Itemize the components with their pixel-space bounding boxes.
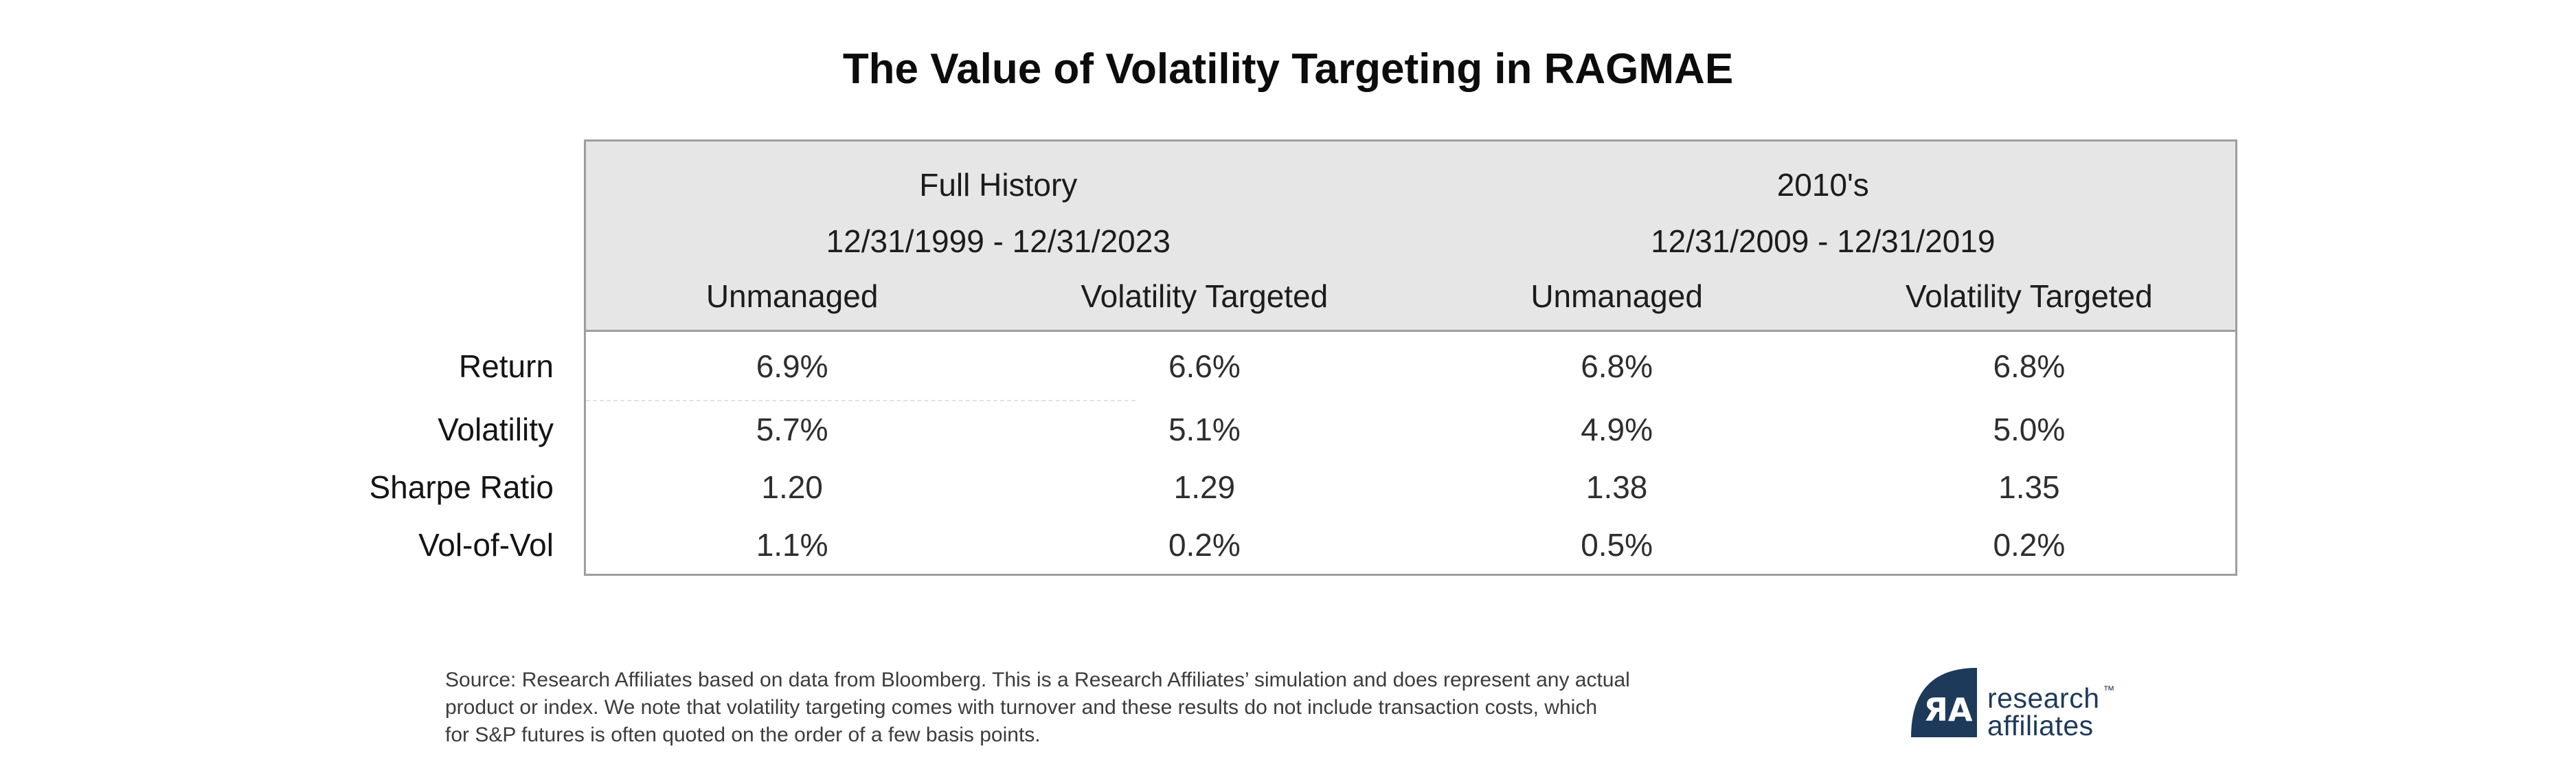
cell-return-10s-unmanaged: 6.8% [1581,348,1653,384]
cell-return-10s-voltarget: 6.8% [1993,348,2066,384]
row-label-vol-of-vol: Vol-of-Vol [418,527,554,563]
cell-volatility-fh-voltarget: 5.1% [1168,412,1241,447]
row-divider [586,400,1136,401]
table-row: 1.1% 0.2% 0.5% 0.2% [586,516,2235,574]
logo-word-affiliates: affiliates [1987,710,2094,741]
source-note-line: for S&P futures is often quoted on the o… [445,724,1041,746]
cell-volofvol-fh-unmanaged: 1.1% [756,527,828,563]
source-note-line: Source: Research Affiliates based on dat… [445,669,1630,691]
group-period: 12/31/1999 - 12/31/2023 [826,223,1171,259]
row-label-sharpe-ratio: Sharpe Ratio [369,469,554,505]
table-row: 5.7% 5.1% 4.9% 5.0% [586,401,2235,458]
quarter-circle-shape [1911,668,1977,737]
cell-sharpe-fh-unmanaged: 1.20 [761,469,823,505]
logo-word-research: research ™ [1987,676,2115,713]
row-label-volatility: Volatility [438,412,554,447]
cell-volatility-fh-unmanaged: 5.7% [756,412,828,447]
cell-sharpe-10s-unmanaged: 1.38 [1585,469,1648,505]
cell-sharpe-10s-voltarget: 1.35 [1998,469,2060,505]
cell-sharpe-fh-voltarget: 1.29 [1173,469,1236,505]
column-header-vol-targeted: Volatility Targeted [1906,278,2153,314]
group-column-headers: Unmanaged Volatility Targeted [586,275,1411,317]
row-label-column: Return Volatility Sharpe Ratio Vol-of-Vo… [0,332,554,574]
group-column-headers: Unmanaged Volatility Targeted [1411,275,2236,317]
cell-return-fh-voltarget: 6.6% [1168,348,1241,384]
table-row: 1.20 1.29 1.38 1.35 [586,458,2235,516]
cell-volofvol-10s-voltarget: 0.2% [1993,527,2066,563]
group-title: 2010's [1776,167,1869,203]
row-label-return: Return [458,348,554,384]
group-period: 12/31/2009 - 12/31/2019 [1651,223,1996,259]
stats-table: Full History 12/31/1999 - 12/31/2023 Unm… [584,139,2237,576]
logo-wordmark: research ™ affiliates [1987,668,2115,741]
logo-word-research-text: research [1987,682,2100,714]
ra-monogram: ЯA [1923,691,1972,728]
cell-return-fh-unmanaged: 6.9% [756,348,828,384]
cell-volofvol-fh-voltarget: 0.2% [1168,527,1241,563]
ra-logo-mark-icon: ЯA [1911,668,1977,737]
cell-volofvol-10s-unmanaged: 0.5% [1581,527,1653,563]
source-note-line: product or index. We note that volatilit… [445,696,1597,719]
table-row: 6.9% 6.6% 6.8% 6.8% [586,332,2235,401]
table-body: 6.9% 6.6% 6.8% 6.8% 5.7% 5.1% 4.9% 5.0% … [586,332,2235,574]
figure-title: The Value of Volatility Targeting in RAG… [842,45,1734,93]
table-header: Full History 12/31/1999 - 12/31/2023 Unm… [586,142,2235,332]
cell-volatility-10s-voltarget: 5.0% [1993,412,2066,447]
source-note: Source: Research Affiliates based on dat… [445,666,1630,749]
group-title: Full History [919,167,1078,203]
column-header-unmanaged: Unmanaged [1530,278,1703,314]
column-header-unmanaged: Unmanaged [705,278,879,314]
column-header-vol-targeted: Volatility Targeted [1081,278,1329,314]
research-affiliates-logo: ЯA research ™ affiliates [1911,668,2115,741]
trademark-symbol: ™ [2103,684,2115,697]
column-group-2010s: 2010's 12/31/2009 - 12/31/2019 Unmanaged… [1411,142,2236,330]
column-group-full-history: Full History 12/31/1999 - 12/31/2023 Unm… [586,142,1411,330]
cell-volatility-10s-unmanaged: 4.9% [1581,412,1653,447]
